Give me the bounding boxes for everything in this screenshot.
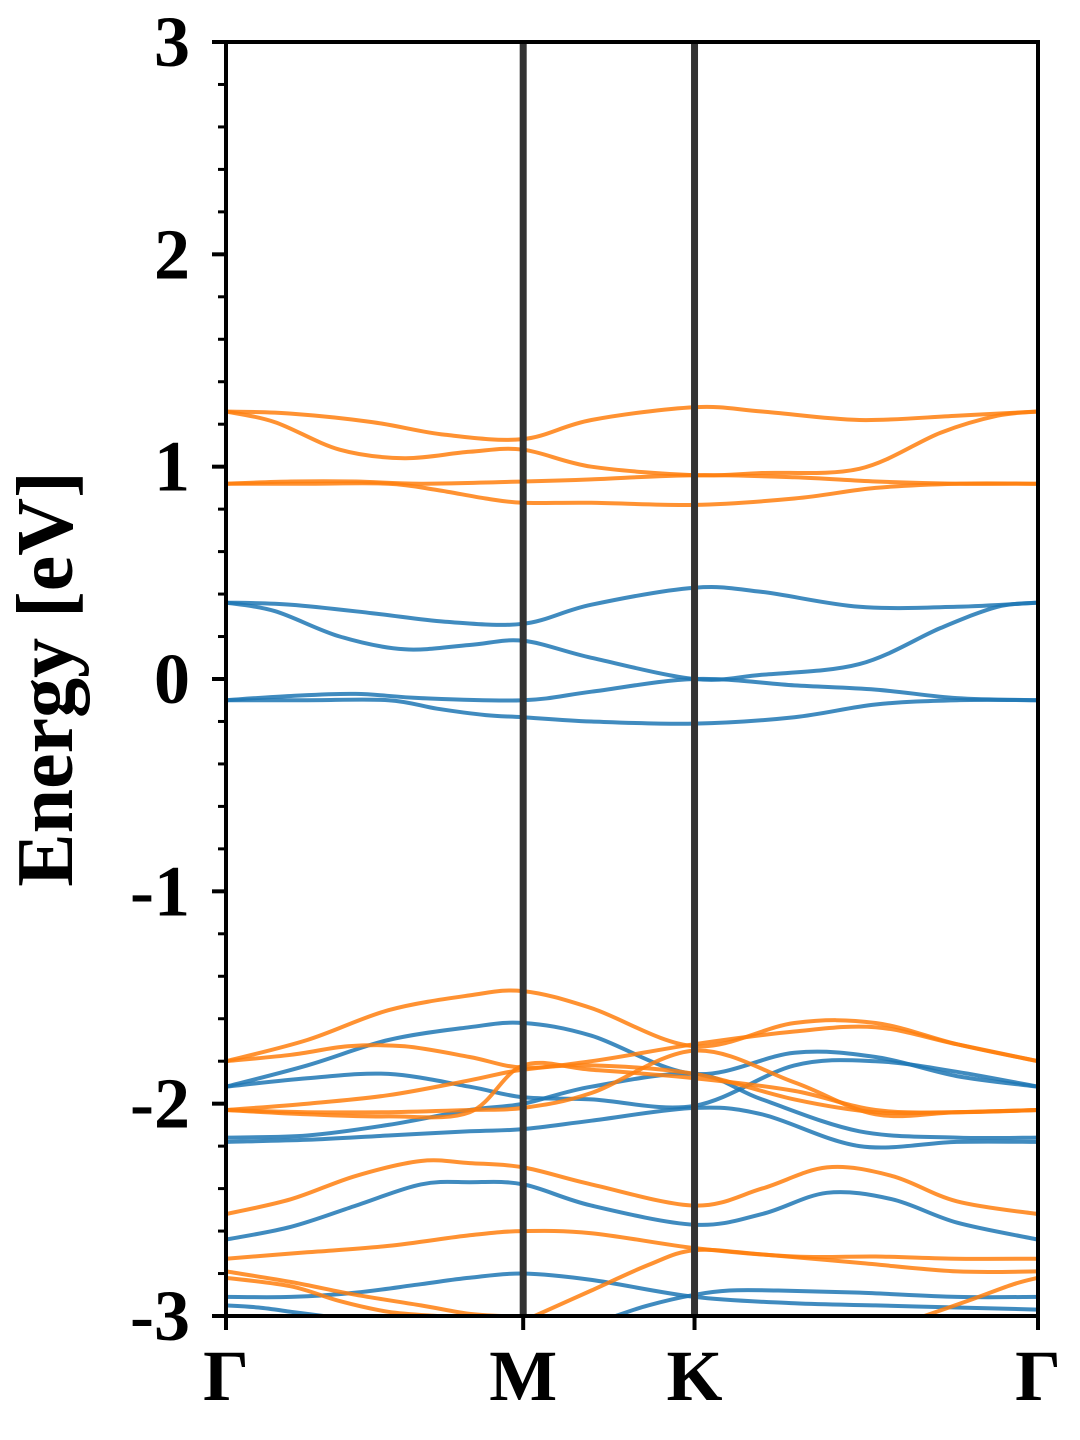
band-line-orange-20 — [226, 1048, 1038, 1119]
band-line-blue-14 — [226, 1271, 1038, 1312]
band-line-orange-25 — [532, 1247, 1038, 1316]
band-line-blue-13 — [226, 1179, 1038, 1242]
band-line-orange-22 — [226, 1158, 1038, 1217]
band-line-orange-27 — [922, 1275, 1038, 1316]
y-tick-label: -2 — [130, 1064, 190, 1144]
x-tick-label-Γ: Γ — [203, 1336, 249, 1416]
band-line-blue-4 — [226, 697, 1038, 726]
band-lines — [226, 404, 1038, 1316]
band-line-blue-3 — [226, 676, 1038, 703]
y-axis-label: Energy [eV] — [2, 471, 90, 886]
band-line-blue-11 — [226, 1071, 1038, 1141]
x-tick-label-M: M — [489, 1336, 557, 1416]
y-tick-label: 2 — [154, 214, 190, 294]
y-tick-label: 1 — [154, 427, 190, 507]
band-line-orange-18 — [226, 1024, 1038, 1070]
band-line-blue-10 — [226, 1058, 1038, 1110]
high-symmetry-lines — [519, 42, 699, 1316]
band-line-orange-24 — [226, 1269, 505, 1316]
band-line-blue-2 — [226, 600, 1038, 682]
band-line-blue-1 — [226, 585, 1038, 627]
plot-frame — [224, 40, 1040, 1318]
x-tick-label-Γ: Γ — [1015, 1336, 1061, 1416]
band-line-orange-5 — [226, 404, 1038, 442]
band-line-orange-21 — [226, 1060, 1038, 1120]
band-line-orange-26 — [226, 1275, 440, 1316]
band-line-blue-12 — [226, 1105, 1038, 1150]
y-axis-ticks: 3 2 1 0 -1 -2 -3 — [130, 2, 226, 1356]
band-line-orange-17 — [226, 988, 1038, 1064]
y-tick-label: 0 — [154, 639, 190, 719]
band-line-blue-16 — [613, 1288, 1038, 1316]
y-tick-label: -3 — [130, 1276, 190, 1356]
band-line-orange-8 — [226, 481, 1038, 508]
band-line-orange-23 — [226, 1228, 1038, 1261]
y-tick-label: 3 — [154, 2, 190, 82]
y-tick-label: -1 — [130, 851, 190, 931]
x-tick-label-K: K — [667, 1336, 723, 1416]
band-line-orange-6 — [226, 409, 1038, 478]
